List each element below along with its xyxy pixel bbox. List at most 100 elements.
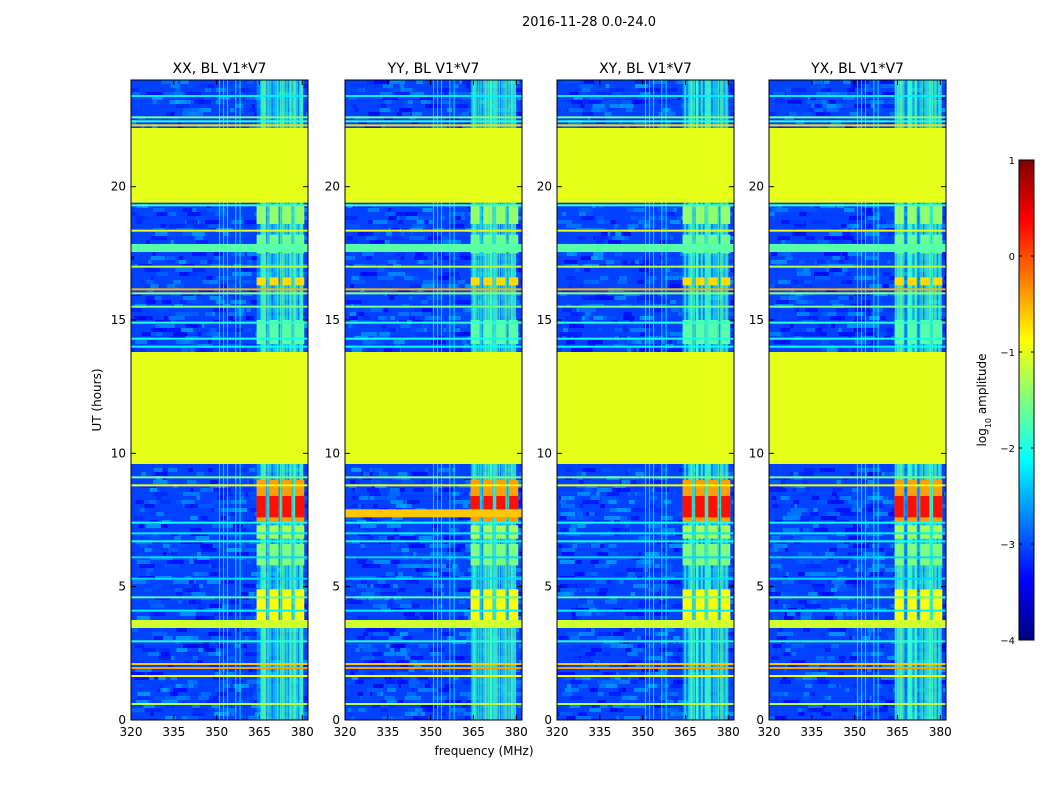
noise-cell xyxy=(849,92,858,96)
noise-cell xyxy=(378,104,383,108)
noise-cell xyxy=(850,472,855,476)
rfi-block xyxy=(695,277,705,286)
rfi-block xyxy=(470,205,480,224)
noise-cell xyxy=(188,600,197,604)
noise-cell xyxy=(579,588,596,592)
noise-cell xyxy=(425,312,437,316)
noise-cell xyxy=(408,544,426,548)
noise-cell xyxy=(150,712,154,716)
noise-cell xyxy=(158,324,175,328)
noise-cell xyxy=(791,96,797,100)
noise-cell xyxy=(639,316,653,320)
noise-cell xyxy=(152,492,168,496)
noise-cell xyxy=(227,316,234,320)
rfi-block xyxy=(509,525,519,539)
noise-cell xyxy=(795,560,811,564)
noise-cell xyxy=(437,348,451,352)
noise-cell xyxy=(623,316,635,320)
noise-cell xyxy=(856,600,865,604)
noise-cell xyxy=(356,312,365,316)
noise-cell xyxy=(388,260,397,264)
noise-cell xyxy=(183,256,200,260)
noise-cell xyxy=(781,240,785,244)
noise-cell xyxy=(196,496,201,500)
horizontal-rfi-line xyxy=(131,265,308,268)
noise-cell xyxy=(445,656,461,660)
noise-cell xyxy=(662,680,673,684)
noise-cell xyxy=(250,300,259,304)
noise-cell xyxy=(198,84,208,88)
noise-cell xyxy=(636,612,645,616)
noise-cell xyxy=(799,260,805,264)
horizontal-rfi-line xyxy=(345,667,522,669)
noise-cell xyxy=(851,508,856,512)
noise-cell xyxy=(701,688,705,692)
noise-cell xyxy=(637,604,649,608)
noise-cell xyxy=(354,88,365,92)
noise-cell xyxy=(732,84,734,88)
noise-cell xyxy=(359,528,375,532)
noise-cell xyxy=(591,704,600,708)
noise-cell xyxy=(634,260,640,264)
noise-cell xyxy=(585,212,597,216)
noise-cell xyxy=(367,208,380,212)
noise-cell xyxy=(201,332,212,336)
noise-cell xyxy=(794,96,806,100)
noise-cell xyxy=(461,212,473,216)
noise-cell xyxy=(202,280,215,284)
noise-cell xyxy=(366,348,377,352)
noise-cell xyxy=(442,100,450,104)
noise-cell xyxy=(187,84,196,88)
noise-cell xyxy=(777,236,790,240)
noise-cell xyxy=(352,252,356,256)
horizontal-rfi-line xyxy=(557,556,734,559)
noise-cell xyxy=(855,712,862,716)
noise-cell xyxy=(887,472,900,476)
noise-cell xyxy=(397,564,407,568)
x-tick-label: 320 xyxy=(546,725,569,739)
noise-cell xyxy=(391,100,404,104)
noise-cell xyxy=(561,504,575,508)
noise-cell xyxy=(603,316,616,320)
noise-cell xyxy=(727,232,731,236)
noise-cell xyxy=(348,708,355,712)
noise-cell xyxy=(861,692,865,696)
noise-cell xyxy=(621,480,631,484)
noise-cell xyxy=(246,680,263,684)
noise-cell xyxy=(797,708,802,712)
noise-cell xyxy=(728,512,734,516)
noise-cell xyxy=(517,704,522,708)
noise-cell xyxy=(185,324,202,328)
noise-cell xyxy=(354,680,364,684)
noise-cell xyxy=(809,692,816,696)
noise-cell xyxy=(173,588,184,592)
rfi-block-peak xyxy=(509,496,519,518)
noise-cell xyxy=(779,296,787,300)
noise-cell xyxy=(783,700,800,704)
noise-cell xyxy=(214,672,222,676)
noise-cell xyxy=(633,568,644,572)
noise-cell xyxy=(196,240,209,244)
noise-cell xyxy=(170,684,186,688)
noise-cell xyxy=(303,660,308,664)
noise-cell xyxy=(872,708,888,712)
noise-cell xyxy=(170,112,177,116)
noise-cell xyxy=(662,256,668,260)
noise-cell xyxy=(862,600,868,604)
noise-cell xyxy=(900,340,913,344)
noise-cell xyxy=(216,300,225,304)
noise-cell xyxy=(433,100,448,104)
noise-cell xyxy=(873,612,879,616)
noise-cell xyxy=(456,112,462,116)
noise-cell xyxy=(374,496,391,500)
noise-cell xyxy=(439,104,445,108)
noise-cell xyxy=(668,708,680,712)
noise-cell xyxy=(244,600,254,604)
noise-cell xyxy=(377,268,385,272)
noise-cell xyxy=(627,676,632,680)
horizontal-rfi-line xyxy=(131,345,308,348)
noise-cell xyxy=(405,252,415,256)
noise-cell xyxy=(146,536,161,540)
noise-cell xyxy=(418,332,430,336)
noise-cell xyxy=(442,568,459,572)
